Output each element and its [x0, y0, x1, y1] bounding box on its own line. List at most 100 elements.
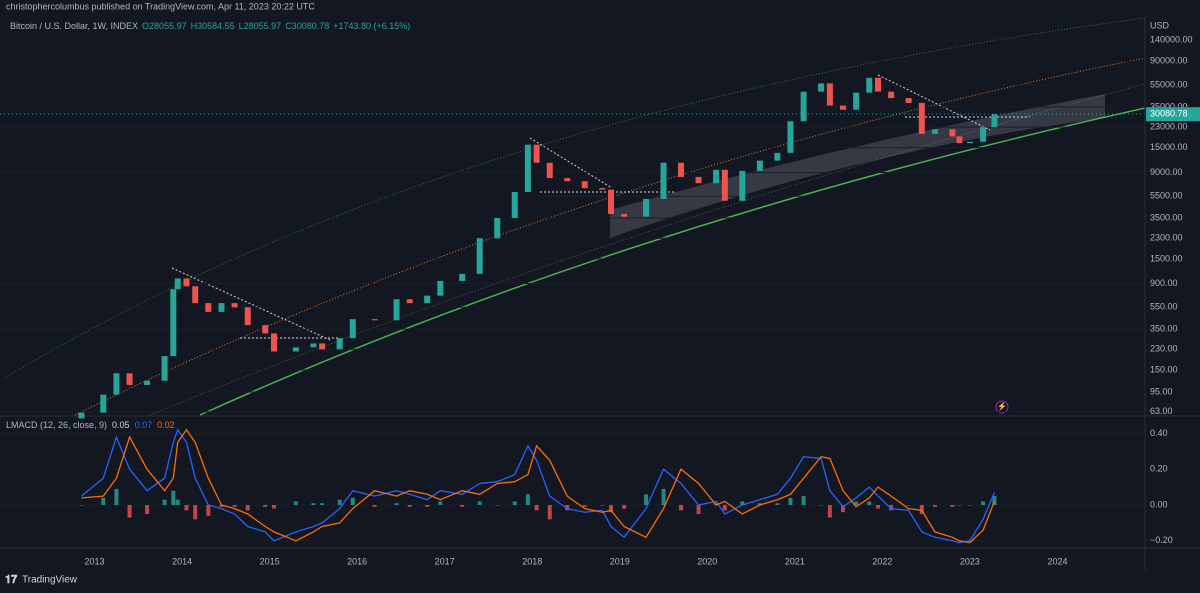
candle-body [888, 91, 895, 99]
candle-body [875, 77, 882, 92]
histogram-bar [320, 503, 325, 506]
histogram-bar [547, 505, 552, 520]
histogram-bar [661, 488, 666, 506]
candle-body [336, 338, 343, 350]
candles [78, 77, 998, 419]
legend-value: C30080.78 [285, 21, 329, 31]
x-tick-label: 2019 [610, 556, 630, 566]
macd-line [80, 428, 995, 544]
histogram-bar [957, 505, 962, 506]
candle-body [643, 198, 650, 217]
histogram-bar [525, 494, 530, 506]
histogram-bar [801, 496, 806, 506]
y-tick-label: 55000.00 [1150, 79, 1188, 89]
x-tick-label: 2014 [172, 556, 192, 566]
legend-value: +1743.80 (+6.15%) [333, 21, 410, 31]
last-price-tag [1146, 107, 1200, 122]
legend-value: 0.07 [135, 420, 153, 430]
candle-body [721, 169, 728, 201]
legend-value: Bitcoin / U.S. Dollar, 1W, INDEX [10, 21, 138, 31]
histogram-bar [495, 505, 500, 506]
candle-body [866, 77, 873, 93]
support-curve [199, 107, 1146, 416]
candle-body [310, 343, 317, 348]
candle-body [774, 152, 781, 161]
y-tick-label: 900.00 [1150, 278, 1178, 288]
candle-body [695, 176, 702, 184]
histogram-bar [394, 503, 399, 506]
histogram-bar [407, 505, 412, 507]
histogram-bar [889, 505, 894, 511]
x-tick-label: 2018 [522, 556, 542, 566]
candle-body [161, 356, 168, 381]
candle-body [599, 188, 606, 190]
histogram-bar [967, 505, 972, 506]
candle-body [980, 127, 987, 142]
mid-curve [74, 57, 1146, 416]
candle-body [406, 299, 413, 304]
histogram-bar [854, 501, 859, 506]
candle-body [262, 325, 269, 334]
histogram-bar [512, 501, 517, 506]
histogram-bar [740, 501, 745, 506]
histogram-bar [696, 505, 701, 514]
last-price-label: 30080.78 [1150, 109, 1188, 119]
histogram-bar [919, 505, 924, 514]
histogram-bar [644, 494, 649, 506]
candle-body [853, 92, 860, 110]
histogram-bar [876, 505, 881, 509]
candle-body [800, 91, 807, 122]
y-tick-label: 95.00 [1150, 386, 1173, 396]
candle-body [826, 83, 833, 106]
candle-body [905, 98, 912, 103]
candle-body [424, 295, 431, 304]
histogram-bar [162, 499, 167, 506]
y-tick-label: 0.20 [1150, 464, 1168, 474]
candle-body [113, 373, 120, 395]
histogram-bar [622, 505, 627, 509]
candle-body [292, 347, 299, 352]
histogram-bar [722, 505, 727, 511]
histogram-bar [232, 505, 237, 507]
candle-body [393, 299, 400, 321]
y-tick-label: 9000.00 [1150, 167, 1183, 177]
y-tick-label: 63.00 [1150, 406, 1173, 416]
y-tick-label: 150.00 [1150, 364, 1178, 374]
histogram-bar [906, 505, 911, 506]
histogram-bar [127, 505, 132, 518]
histogram-bar [114, 488, 119, 506]
candle-body [494, 218, 501, 239]
candle-body [787, 121, 794, 153]
x-tick-label: 2022 [872, 556, 892, 566]
candle-body [713, 169, 720, 184]
histogram-bar [819, 505, 824, 506]
histogram-bar [293, 501, 298, 506]
candle-body [78, 412, 85, 419]
x-tick-label: 2020 [697, 556, 717, 566]
candle-body [270, 333, 277, 352]
signal-line [81, 428, 996, 544]
histogram-bar [679, 505, 684, 511]
histogram-bar [425, 505, 430, 507]
histogram-bar [827, 505, 832, 518]
histogram-bar [263, 505, 268, 507]
candle-body [459, 273, 466, 281]
candle-body [839, 105, 846, 110]
histogram-bar [271, 505, 276, 509]
histogram-bar [311, 503, 316, 506]
footer-brand: TradingView [22, 575, 78, 586]
histogram-bar [175, 499, 180, 506]
histogram-bar [219, 505, 224, 507]
indicator-title: LMACD (12, 26, close, 9) [6, 420, 107, 430]
y-tick-label: 0.00 [1150, 499, 1168, 509]
candle-body [192, 286, 199, 304]
candle-body [678, 162, 685, 177]
candle-body [231, 303, 238, 308]
candle-body [170, 289, 177, 357]
histogram-bar [932, 505, 937, 507]
candle-body [126, 373, 133, 385]
y-tick-label: 1500.00 [1150, 253, 1183, 263]
candle-body [244, 307, 251, 326]
candle-body [564, 178, 571, 182]
